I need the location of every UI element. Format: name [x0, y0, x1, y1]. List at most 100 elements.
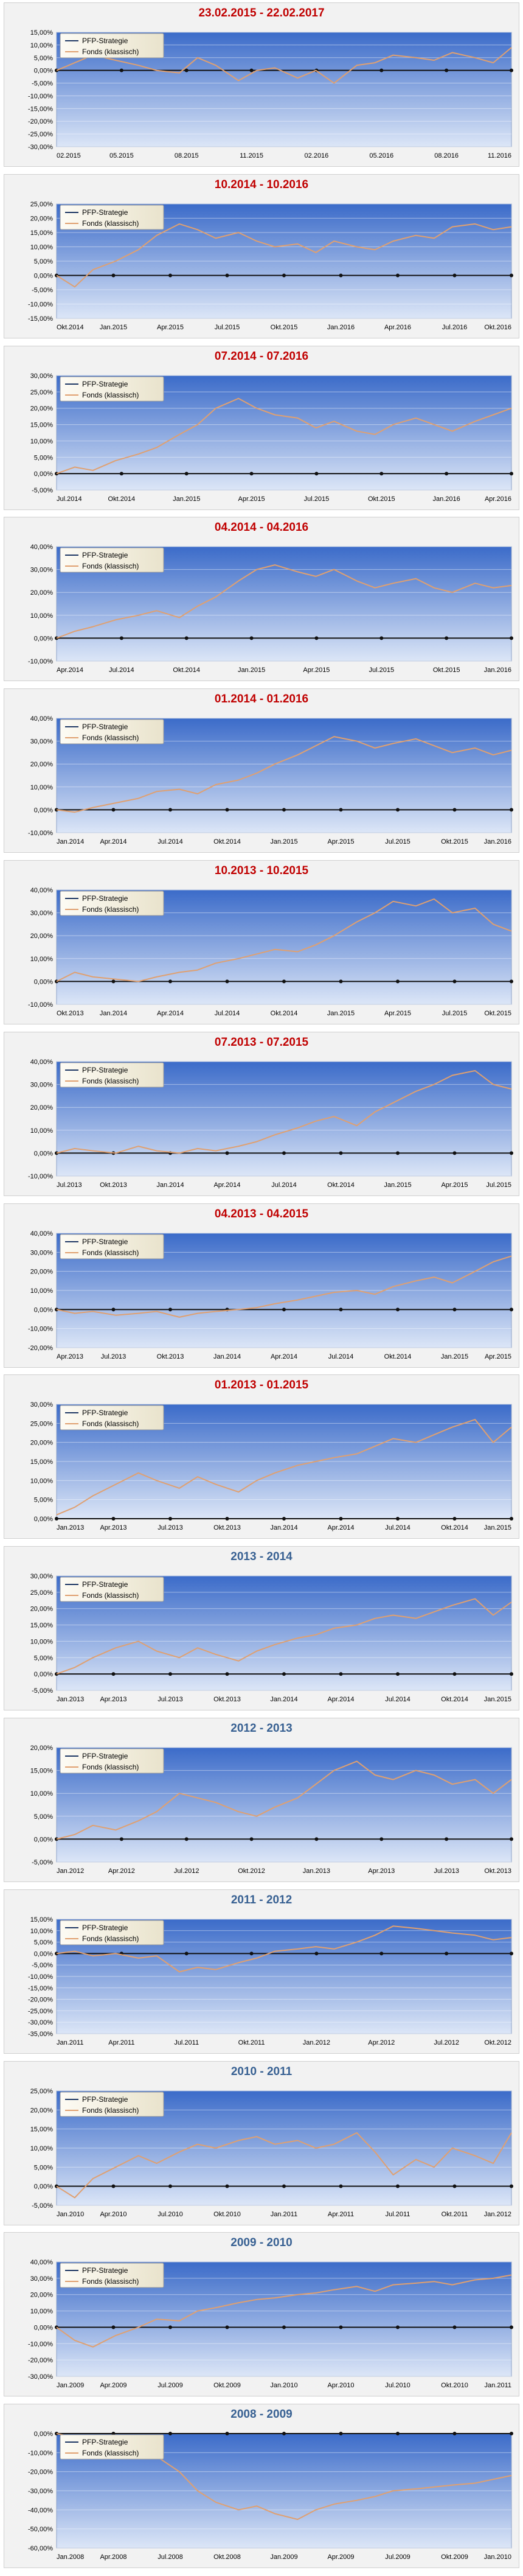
strategy-marker: [282, 2325, 286, 2329]
strategy-marker: [249, 636, 254, 640]
chart-legend: PFP-Strategie Fonds (klassisch): [60, 1920, 164, 1945]
y-tick-label: 10,00%: [30, 243, 54, 251]
chart-panel: 2011 - 2012 15,00% 10,00% 5,00% 0,00% -5,00% -…: [4, 1889, 519, 2054]
strategy-marker: [225, 979, 229, 984]
x-tick-label: Jan.2014: [270, 1696, 297, 1703]
y-tick-label: 15,00%: [30, 229, 54, 237]
strategy-marker: [396, 1672, 400, 1676]
x-tick-label: Apr.2015: [238, 495, 265, 503]
y-tick-label: 25,00%: [30, 388, 54, 396]
y-tick-label: 0,00%: [34, 1671, 53, 1678]
y-tick-label: -15,00%: [28, 315, 53, 323]
x-tick-label: 11.2016: [488, 152, 511, 159]
x-tick-label: Apr.2013: [100, 1524, 126, 1531]
x-tick-label: Jul.2014: [109, 667, 134, 674]
strategy-marker: [510, 808, 513, 812]
strategy-marker: [510, 2432, 513, 2436]
x-tick-label: Jan.2016: [484, 838, 511, 845]
x-tick-label: Jan.2009: [57, 2382, 84, 2389]
x-tick-label: Jan.2015: [327, 1010, 355, 1017]
x-tick-label: Jan.2009: [270, 2553, 297, 2561]
chart-panel: 01.2013 - 01.2015 30,00% 25,00% 20,00% 15,00…: [4, 1374, 519, 1539]
legend-label-fund: Fonds (klassisch): [82, 562, 139, 570]
legend-label-strategy: PFP-Strategie: [82, 1752, 128, 1760]
legend-label-fund: Fonds (klassisch): [82, 733, 139, 742]
strategy-marker: [452, 1151, 457, 1155]
chart-svg: 15,00% 10,00% 5,00% 0,00% -5,00% -10,00% -15,0…: [28, 1916, 513, 2046]
strategy-marker: [184, 471, 189, 475]
x-tick-label: Okt.2015: [441, 838, 468, 845]
y-tick-label: 20,00%: [30, 2107, 54, 2114]
y-tick-label: 40,00%: [30, 544, 54, 551]
chart-legend: PFP-Strategie Fonds (klassisch): [60, 2434, 164, 2460]
y-tick-label: 5,00%: [34, 1654, 53, 1662]
strategy-marker: [445, 636, 449, 640]
strategy-marker: [225, 1672, 229, 1676]
y-tick-label: 20,00%: [30, 405, 54, 412]
y-tick-label: 10,00%: [30, 2308, 54, 2315]
chart-legend: PFP-Strategie Fonds (klassisch): [60, 547, 164, 573]
strategy-marker: [510, 471, 513, 475]
strategy-marker: [452, 808, 457, 812]
x-tick-label: Okt.2014: [441, 1696, 468, 1703]
strategy-marker: [225, 2325, 229, 2329]
x-tick-label: Okt.2013: [157, 1353, 184, 1360]
x-tick-label: 05.2016: [369, 152, 393, 159]
strategy-marker: [184, 1951, 189, 1956]
x-tick-label: Apr.2012: [108, 1867, 135, 1875]
y-tick-label: -10,00%: [28, 830, 53, 837]
chart-svg: 30,00% 25,00% 20,00% 15,00% 10,00% 5,00% 0,00%…: [30, 1401, 513, 1531]
x-tick-label: Jul.2015: [442, 1010, 468, 1017]
x-tick-label: Okt.2014: [441, 1524, 468, 1531]
strategy-marker: [225, 2432, 229, 2436]
legend-label-fund: Fonds (klassisch): [82, 1763, 139, 1771]
x-tick-label: Jul.2014: [385, 1524, 410, 1531]
strategy-marker: [396, 2432, 400, 2436]
x-tick-label: Okt.2014: [173, 667, 200, 674]
x-tick-label: Jul.2009: [385, 2553, 410, 2561]
x-tick-label: Jan.2015: [484, 1696, 511, 1703]
x-tick-label: Jul.2014: [271, 1181, 297, 1189]
x-tick-label: Apr.2008: [100, 2553, 126, 2561]
strategy-marker: [282, 1151, 286, 1155]
chart-title: 04.2013 - 04.2015: [214, 1207, 309, 1220]
x-tick-label: Okt.2014: [57, 324, 84, 331]
x-tick-label: Apr.2013: [368, 1867, 395, 1875]
y-tick-label: -10,00%: [28, 301, 53, 308]
legend-label-strategy: PFP-Strategie: [82, 1237, 128, 1246]
x-tick-label: Okt.2011: [238, 2039, 265, 2046]
chart-legend: PFP-Strategie Fonds (klassisch): [60, 1577, 164, 1602]
y-tick-label: 10,00%: [30, 42, 54, 49]
x-tick-label: Jul.2015: [385, 838, 410, 845]
x-tick-label: Jan.2011: [271, 2211, 297, 2218]
y-tick-label: 15,00%: [30, 29, 54, 37]
chart-svg: 25,00% 20,00% 15,00% 10,00% 5,00% 0,00% -5,00%…: [30, 2088, 513, 2218]
x-tick-label: Okt.2010: [213, 2211, 241, 2218]
y-tick-label: -10,00%: [28, 2341, 53, 2348]
y-tick-label: 10,00%: [30, 1478, 54, 1485]
x-tick-label: Apr.2015: [157, 324, 184, 331]
strategy-marker: [396, 808, 400, 812]
chart-title: 04.2014 - 04.2016: [214, 521, 309, 534]
legend-label-strategy: PFP-Strategie: [82, 2095, 128, 2104]
x-tick-label: Okt.2013: [213, 1696, 241, 1703]
x-tick-label: Jul.2008: [158, 2553, 183, 2561]
x-tick-label: Jan.2014: [156, 1181, 184, 1189]
strategy-marker: [510, 1307, 513, 1311]
y-tick-label: 0,00%: [34, 2183, 53, 2190]
strategy-marker: [111, 1672, 116, 1676]
x-tick-label: Jan.2008: [57, 2553, 84, 2561]
chart-svg: 0,00% -10,00% -20,00% -30,00% -40,00% -50,00%…: [28, 2431, 513, 2561]
strategy-marker: [282, 273, 286, 278]
x-tick-label: Jan.2010: [484, 2553, 511, 2561]
strategy-marker: [452, 1672, 457, 1676]
y-tick-label: -10,00%: [28, 1325, 53, 1332]
strategy-marker: [184, 636, 189, 640]
strategy-marker: [168, 1307, 172, 1311]
strategy-marker: [339, 2325, 343, 2329]
y-tick-label: 0,00%: [34, 1306, 53, 1314]
series-line-fund: [56, 1255, 512, 1318]
strategy-marker: [452, 1307, 457, 1311]
y-tick-label: 40,00%: [30, 1059, 54, 1066]
strategy-marker: [510, 979, 513, 984]
